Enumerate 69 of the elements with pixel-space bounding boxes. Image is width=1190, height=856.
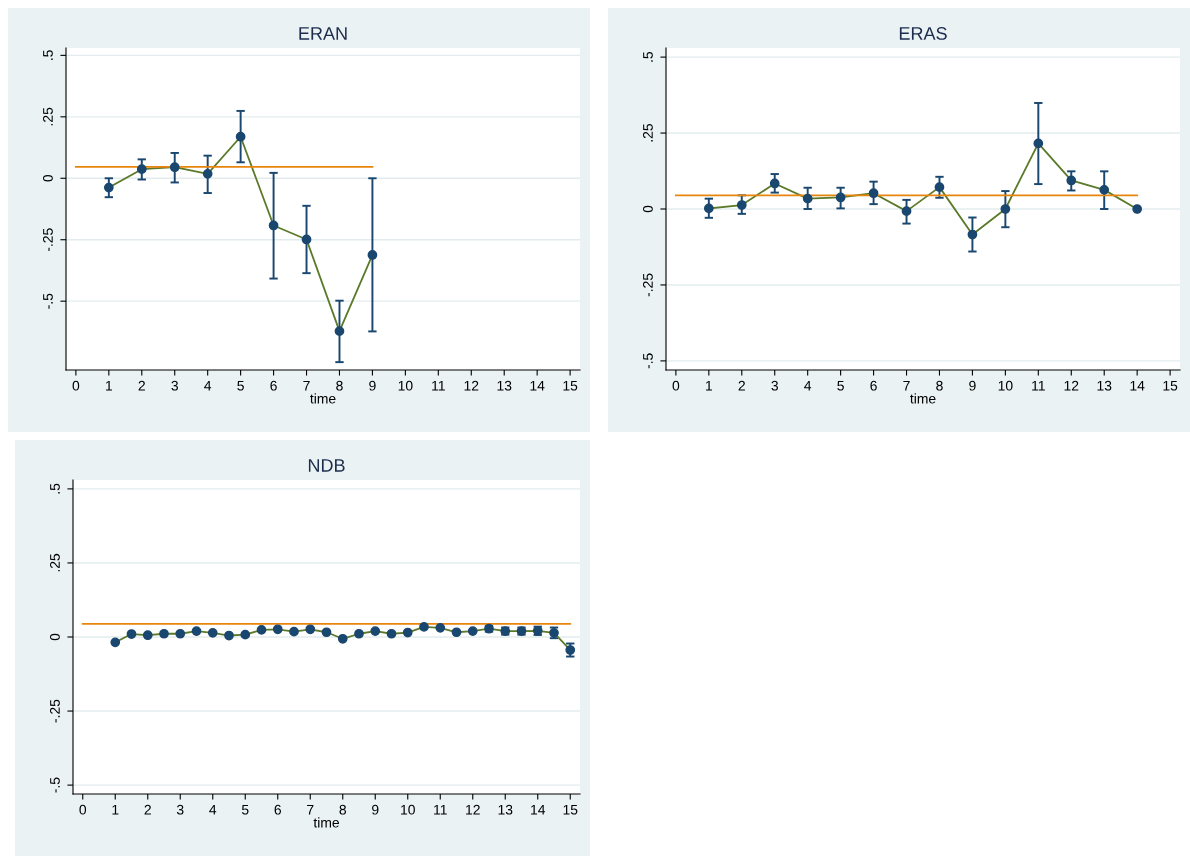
x-tick-label: 13 [1097,380,1112,391]
y-tick-label: -.5 [643,353,653,369]
x-tick-label: 14 [1130,380,1145,391]
x-tick-label: 1 [112,804,119,815]
x-tick-label: 5 [837,380,844,391]
x-tick-label: 9 [969,380,976,391]
x-tick-label: 8 [339,804,347,815]
y-tick-label: .25 [50,553,60,572]
y-tick-label: 0 [43,174,53,182]
y-tick-label: .25 [643,123,653,142]
x-tick-label: 12 [466,804,480,815]
chart-title: ERAS [899,27,947,40]
x-tick-label: 15 [563,380,578,391]
x-tick-label: 11 [434,804,447,815]
x-tick-label: 5 [241,804,249,815]
x-tick-label: 11 [1032,380,1045,391]
x-tick-label: 9 [369,380,376,391]
x-axis-title: time [310,393,336,404]
x-tick-label: 8 [336,380,343,391]
x-tick-label: 10 [398,380,413,391]
x-tick-label: 7 [903,380,910,391]
x-tick-label: 10 [998,380,1013,391]
x-tick-label: 7 [307,804,314,815]
y-tick-label: .5 [643,51,653,62]
x-tick-label: 15 [563,804,578,815]
x-tick-label: 6 [270,380,277,391]
x-tick-label: 13 [497,380,512,391]
x-tick-label: 2 [144,804,151,815]
y-tick-label: .5 [50,483,60,494]
y-tick-label: -.25 [643,273,653,297]
x-axis-title: time [910,393,936,404]
x-tick-label: 0 [79,804,87,815]
y-tick-label: -.25 [43,228,53,252]
x-tick-label: 4 [209,804,217,815]
x-tick-label: 8 [936,380,943,391]
x-tick-label: 0 [72,380,80,391]
chart-title: ERAN [299,27,347,40]
x-tick-label: 6 [870,380,877,391]
x-tick-label: 2 [738,380,745,391]
y-tick-label: .25 [43,107,53,126]
y-tick-label: .5 [43,50,53,60]
x-tick-label: 12 [464,380,479,391]
x-tick-label: 10 [401,804,415,815]
x-tick-label: 13 [498,804,513,815]
y-tick-label: -.5 [43,293,53,309]
x-tick-label: 4 [204,380,212,391]
y-tick-label: 0 [643,205,653,213]
x-tick-label: 3 [771,380,778,391]
x-tick-label: 14 [530,380,545,391]
x-tick-label: 1 [706,380,713,391]
y-tick-label: 0 [50,633,60,641]
x-tick-label: 7 [303,380,310,391]
chart-title: NDB [308,459,345,472]
y-tick-label: -.5 [50,777,60,793]
x-tick-label: 0 [672,380,680,391]
x-tick-label: 14 [531,804,546,815]
x-tick-label: 12 [1064,380,1079,391]
x-tick-label: 3 [176,804,184,815]
x-tick-label: 1 [106,380,113,391]
x-axis-title: time [313,817,339,828]
x-tick-label: 11 [432,380,445,391]
x-tick-label: 15 [1163,380,1178,391]
x-tick-label: 2 [138,380,145,391]
x-tick-label: 4 [804,380,812,391]
x-tick-label: 6 [274,804,281,815]
x-tick-label: 9 [372,804,379,815]
y-tick-label: -.25 [50,699,60,723]
x-tick-label: 5 [237,380,244,391]
x-tick-label: 3 [171,380,178,391]
